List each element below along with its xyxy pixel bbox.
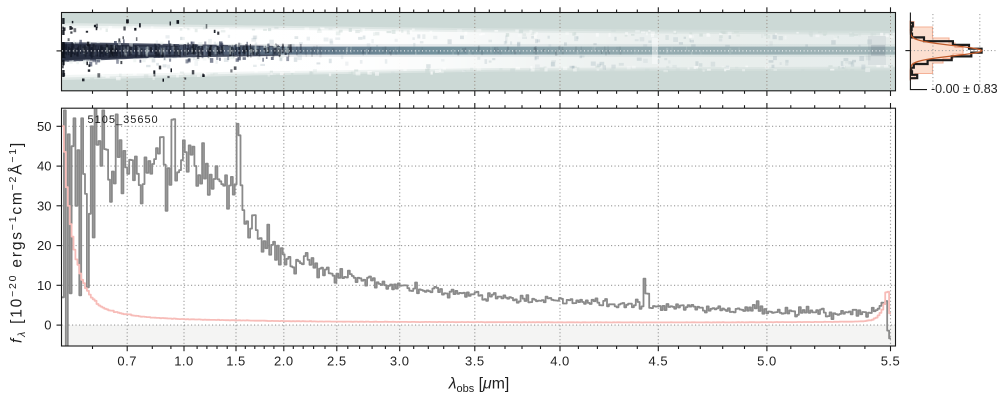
svg-text:2.5: 2.5 <box>327 353 347 368</box>
svg-text:fλ [10−20 ergs−1cm−2Å−1]: fλ [10−20 ergs−1cm−2Å−1] <box>7 141 28 343</box>
svg-text:2.0: 2.0 <box>274 353 294 368</box>
svg-text:1.0: 1.0 <box>174 353 194 368</box>
svg-text:3.0: 3.0 <box>390 353 410 368</box>
svg-text:5105_35650: 5105_35650 <box>88 114 159 126</box>
svg-text:10: 10 <box>37 278 51 293</box>
svg-text:5.5: 5.5 <box>881 353 901 368</box>
svg-text:0.7: 0.7 <box>117 353 137 368</box>
svg-text:-0.00 ± 0.83: -0.00 ± 0.83 <box>931 82 998 96</box>
svg-text:3.5: 3.5 <box>465 353 485 368</box>
svg-text:30: 30 <box>37 198 51 213</box>
svg-text:4.0: 4.0 <box>550 353 570 368</box>
svg-text:0: 0 <box>44 318 51 333</box>
svg-text:40: 40 <box>37 159 51 174</box>
svg-text:50: 50 <box>37 119 51 134</box>
svg-text:5.0: 5.0 <box>757 353 777 368</box>
svg-text:20: 20 <box>37 238 51 253</box>
svg-text:1.5: 1.5 <box>226 353 246 368</box>
svg-text:λobs [μm]: λobs [μm] <box>448 376 510 395</box>
svg-text:4.5: 4.5 <box>649 353 669 368</box>
